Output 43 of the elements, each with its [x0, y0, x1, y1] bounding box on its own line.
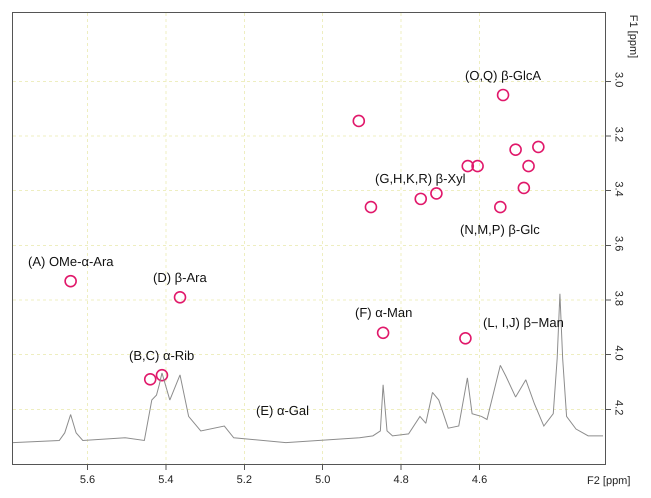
x-tick-label: 5.4 — [158, 474, 174, 486]
annotation: (B,C) α-Rib — [129, 348, 194, 363]
point — [174, 290, 186, 304]
annotation: (L, I,J) β−Man — [483, 315, 564, 330]
point — [430, 187, 443, 200]
y-axis-title: F1 [ppm] — [627, 14, 640, 58]
y-tick-label: 3.4 — [612, 181, 624, 197]
point — [144, 372, 157, 386]
y-tick-label: 4.2 — [612, 400, 624, 416]
annotation: (A) OMe-α-Ara — [28, 254, 114, 269]
y-tick-label: 3.2 — [612, 126, 624, 142]
annotation: (F) α-Man — [355, 305, 412, 320]
point — [509, 143, 522, 156]
x-axis-title: F2 [ppm] — [587, 475, 630, 487]
point — [64, 274, 77, 288]
x-tick-label: 4.6 — [472, 474, 488, 486]
point — [376, 326, 390, 340]
point — [494, 200, 507, 214]
point — [532, 140, 545, 154]
point — [496, 88, 510, 102]
point — [414, 192, 428, 206]
annotation: (G,H,K,R) β-Xyl — [375, 171, 466, 186]
annotation: (N,M,P) β-Glc — [460, 222, 540, 237]
point — [518, 182, 530, 194]
point — [352, 114, 366, 128]
annotation: (O,Q) β-GlcA — [465, 68, 542, 83]
point — [459, 332, 472, 345]
x-tick-label: 5.0 — [315, 474, 330, 486]
y-tick-label: 3.0 — [612, 72, 624, 88]
x-tick-label: 5.2 — [236, 474, 252, 486]
point — [522, 160, 535, 172]
annotation: (D) β-Ara — [153, 270, 208, 285]
annotation: (E) α-Gal — [256, 403, 310, 418]
line-series — [13, 293, 604, 444]
point — [461, 160, 474, 172]
y-tick-label: 4.0 — [612, 345, 624, 361]
x-tick-label: 5.6 — [80, 474, 96, 486]
point — [471, 160, 484, 172]
point — [364, 200, 378, 214]
x-tick-label: 4.8 — [393, 474, 409, 486]
y-tick-label: 3.6 — [612, 236, 624, 252]
point — [156, 368, 168, 382]
y-tick-label: 3.8 — [612, 290, 624, 306]
